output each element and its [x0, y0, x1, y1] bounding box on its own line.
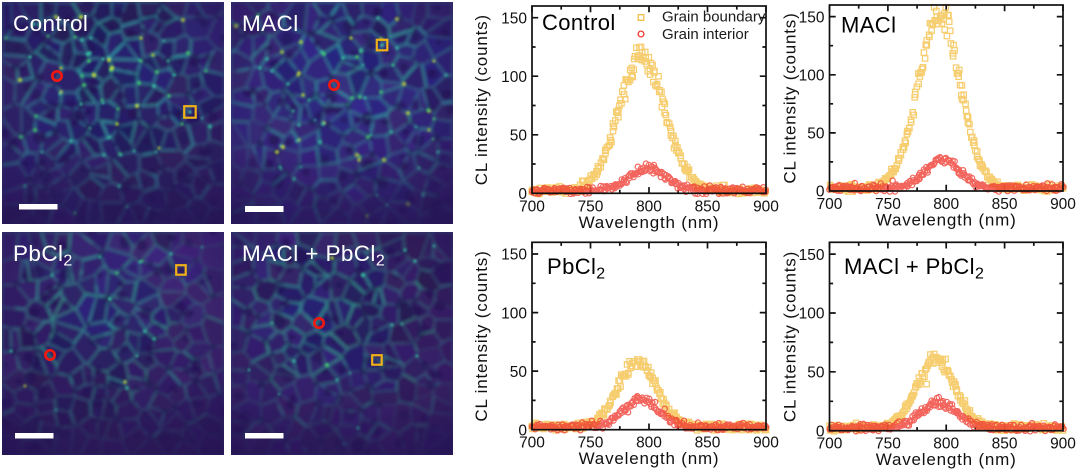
svg-text:CL intensity (counts): CL intensity (counts) [472, 250, 491, 421]
svg-text:150: 150 [799, 247, 825, 264]
svg-text:100: 100 [799, 68, 825, 85]
svg-text:MACl + PbCl2: MACl + PbCl2 [844, 254, 984, 283]
svg-text:Wavelength (nm): Wavelength (nm) [876, 211, 1017, 230]
svg-text:900: 900 [753, 435, 779, 452]
svg-text:900: 900 [753, 198, 779, 215]
svg-text:150: 150 [501, 247, 527, 264]
svg-text:Grain boundary: Grain boundary [662, 9, 766, 26]
svg-text:CL intensity (counts): CL intensity (counts) [781, 12, 800, 183]
svg-text:0: 0 [518, 186, 527, 203]
svg-text:100: 100 [501, 305, 527, 322]
svg-text:800: 800 [933, 196, 959, 213]
svg-text:Wavelength (nm): Wavelength (nm) [876, 450, 1017, 469]
svg-text:100: 100 [501, 69, 527, 86]
svg-text:850: 850 [992, 196, 1018, 213]
svg-text:100: 100 [799, 306, 825, 323]
svg-text:700: 700 [519, 198, 545, 215]
svg-text:50: 50 [807, 365, 825, 382]
svg-text:Grain interior: Grain interior [662, 26, 749, 43]
svg-text:MACl: MACl [841, 13, 896, 38]
svg-text:700: 700 [817, 436, 843, 453]
svg-text:MACl + PbCl2: MACl + PbCl2 [242, 241, 385, 270]
svg-text:800: 800 [636, 198, 662, 215]
svg-text:750: 750 [875, 436, 901, 453]
svg-text:CL intensity (counts): CL intensity (counts) [472, 14, 491, 185]
svg-text:900: 900 [1050, 436, 1076, 453]
svg-text:Wavelength (nm): Wavelength (nm) [579, 449, 720, 468]
svg-text:Control: Control [542, 10, 616, 35]
svg-text:150: 150 [501, 10, 527, 27]
svg-text:0: 0 [816, 423, 825, 440]
svg-text:50: 50 [510, 128, 528, 145]
svg-text:700: 700 [519, 435, 545, 452]
svg-text:800: 800 [933, 436, 959, 453]
svg-text:850: 850 [695, 198, 721, 215]
svg-text:850: 850 [992, 436, 1018, 453]
svg-text:50: 50 [510, 364, 528, 381]
svg-text:850: 850 [695, 435, 721, 452]
svg-text:0: 0 [816, 184, 825, 201]
svg-text:MACl: MACl [242, 11, 299, 36]
svg-text:Wavelength (nm): Wavelength (nm) [579, 213, 720, 232]
svg-text:750: 750 [875, 196, 901, 213]
svg-text:900: 900 [1050, 196, 1076, 213]
svg-text:PbCl2: PbCl2 [13, 241, 73, 270]
svg-text:750: 750 [578, 435, 604, 452]
svg-text:CL intensity (counts): CL intensity (counts) [781, 251, 800, 422]
svg-text:PbCl2: PbCl2 [547, 254, 606, 283]
svg-text:150: 150 [799, 9, 825, 26]
svg-text:50: 50 [807, 126, 825, 143]
svg-text:0: 0 [518, 422, 527, 439]
svg-text:750: 750 [578, 198, 604, 215]
svg-text:Control: Control [13, 11, 88, 36]
svg-text:800: 800 [636, 435, 662, 452]
svg-text:700: 700 [817, 196, 843, 213]
